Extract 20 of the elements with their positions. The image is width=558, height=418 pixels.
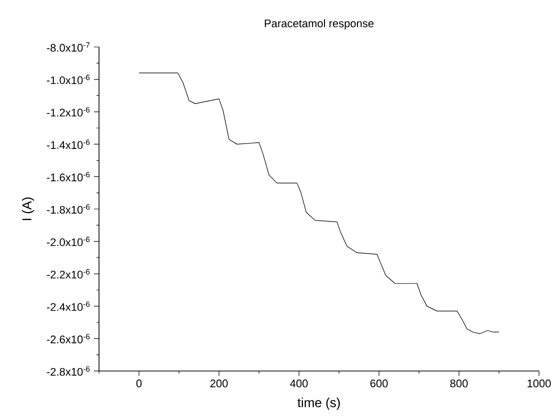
x-tick-label: 800 xyxy=(450,380,468,388)
x-tick-label: 400 xyxy=(290,380,308,388)
y-tick-label: -2.4x10$^{-6}$ xyxy=(46,301,90,311)
y-tick-label: -1.8x10$^{-6}$ xyxy=(46,204,90,214)
y-tick-label: -1.4x10$^{-6}$ xyxy=(46,139,90,149)
chart-title: Paracetamol response xyxy=(264,19,374,30)
y-tick-label: -1.2x10$^{-6}$ xyxy=(46,107,90,117)
y-tick-label: -8.0x10$^{-7}$ xyxy=(46,42,90,52)
y-tick-label: -2.8x10$^{-6}$ xyxy=(46,366,90,376)
x-tick-label: 600 xyxy=(370,380,388,388)
y-tick-label: -2.2x10$^{-6}$ xyxy=(46,269,90,279)
x-axis-title: time (s) xyxy=(298,398,340,410)
y-tick-label: -2.0x10$^{-6}$ xyxy=(46,236,90,246)
x-tick-label: 0 xyxy=(136,380,142,388)
y-axis-title: I (A) xyxy=(22,198,34,220)
x-tick-label: 1000 xyxy=(528,380,551,388)
y-tick-label: -1.0x10$^{-6}$ xyxy=(46,74,90,84)
y-tick-label: -1.6x10$^{-6}$ xyxy=(46,172,90,182)
x-tick-label: 200 xyxy=(210,380,228,388)
y-tick-label: -2.6x10$^{-6}$ xyxy=(46,334,90,344)
